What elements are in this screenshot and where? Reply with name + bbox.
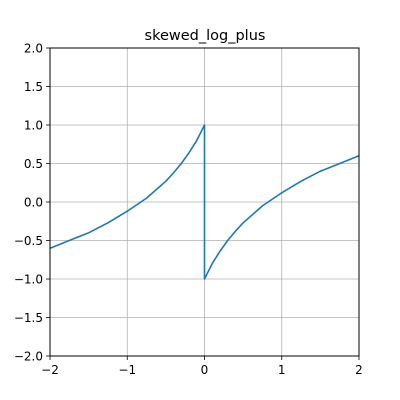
y-tick-label: −1.0 <box>14 273 43 287</box>
x-tick-label: −1 <box>118 363 136 377</box>
series-line <box>49 124 360 280</box>
x-tick-label: −2 <box>41 363 59 377</box>
y-tick-label: 0.0 <box>24 196 43 210</box>
x-tick-label: 1 <box>278 363 286 377</box>
y-tick-label: −0.5 <box>14 234 43 248</box>
x-tick-label: 2 <box>355 363 363 377</box>
y-tick-label: 1.0 <box>24 119 43 133</box>
y-tick-label: −2.0 <box>14 350 43 364</box>
series-layer <box>49 124 360 280</box>
y-tick-label: 0.5 <box>24 157 43 171</box>
y-tick-label: 2.0 <box>24 42 43 56</box>
y-tick-label: −1.5 <box>14 311 43 325</box>
x-tick-label: 0 <box>201 363 209 377</box>
y-axis: −2.0 −1.5 −1.0 −0.5 0.0 0.5 1.0 1.5 2.0 <box>14 42 50 364</box>
chart-title: skewed_log_plus <box>145 28 266 44</box>
x-axis: −2 −1 0 1 2 <box>41 356 363 377</box>
y-tick-label: 1.5 <box>24 80 43 94</box>
